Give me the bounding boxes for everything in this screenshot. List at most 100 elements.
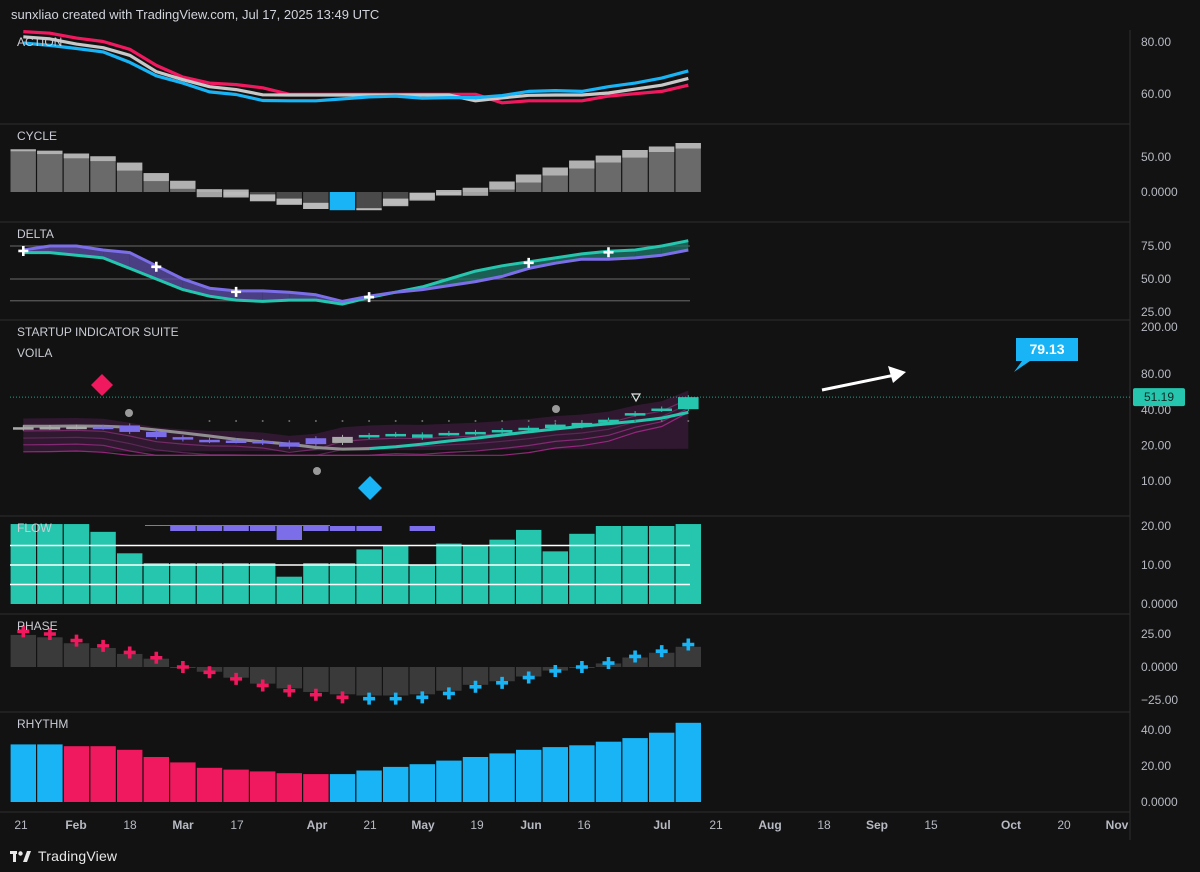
flow-bar [516,529,542,604]
last-value-label: 51.19 [1144,390,1174,404]
phase-bar [489,667,515,682]
phase-pane-title: PHASE [17,619,58,633]
suite-dot-marker [394,420,397,422]
price-callout-shape [1014,338,1078,372]
suite-candle [412,434,433,438]
cycle-bar [356,192,382,211]
flow-bar [37,524,63,604]
phase-cross-marker [363,692,376,705]
flow-strip-bar [250,526,276,531]
suite-dot-marker [607,420,610,422]
flow-strip-bar [303,526,329,531]
rhythm-bar [10,744,36,802]
y-axis-tick-label: 60.00 [1141,87,1171,101]
flow-bar [383,545,409,604]
suite-candle [119,425,140,432]
x-axis-date-label: Apr [307,818,328,832]
suite-pivot-dot [552,405,560,413]
action-series-line [23,30,689,105]
phase-bar [10,634,36,667]
x-axis-date-label: Jul [653,818,670,832]
cycle-bar-cap [675,143,701,149]
y-axis-tick-label: 80.00 [1141,35,1171,49]
phase-cross-marker [256,679,269,692]
suite-ma-cloud [23,390,689,453]
flow-bar [223,563,249,604]
y-axis-tick-label: 10.00 [1141,474,1171,488]
flow-bar [196,563,223,604]
flow-strip-bar [329,526,356,531]
phase-cross-marker [549,664,562,677]
tradingview-logo-icon[interactable] [10,849,32,863]
cycle-bar-cap [569,160,595,169]
x-axis-date-label: Jun [520,818,541,832]
cycle-bar [329,192,356,211]
phase-bar [303,667,329,692]
delta-band-fill [156,265,183,290]
flow-bar [675,524,701,604]
suite-candle [624,413,646,416]
suite-candle [279,442,300,447]
flow-bar [356,549,382,604]
rhythm-bar [675,722,701,802]
phase-cross-marker [389,692,402,705]
x-axis-date-label: 20 [1057,818,1071,832]
phase-cross-marker [469,680,482,693]
suite-ma-line [23,411,689,456]
y-axis-tick-label: 25.00 [1141,305,1171,319]
flow-bar [569,533,595,604]
last-value-badge [1133,388,1185,407]
cycle-pane-title: CYCLE [17,129,57,143]
flow-bar [143,563,169,604]
flow-strip-bar [276,526,302,540]
rhythm-bar [329,774,356,802]
phase-bar [90,647,116,667]
delta-band-fill [661,240,689,256]
phase-cross-marker [682,638,695,651]
phase-bar [276,667,302,689]
x-axis-date-label: 18 [817,818,831,832]
delta-signal-marker [231,286,242,297]
suite-candle [252,440,273,444]
suite-dot-marker [527,420,530,422]
phase-bar [117,653,143,667]
rhythm-bar [462,757,489,802]
delta-signal-marker [364,292,375,303]
cycle-bar-cap [223,189,249,198]
phase-cross-marker [123,646,136,659]
y-axis-tick-label: 20.00 [1141,438,1171,452]
cycle-bar [37,150,63,192]
phase-cross-marker [70,634,83,647]
sell-signal-diamond-icon [91,374,113,396]
suite-candle [358,434,380,438]
cycle-bar [648,146,675,192]
cycle-bar-cap [63,153,90,159]
delta-band-fill [262,290,290,302]
y-axis-tick-label: 75.00 [1141,239,1171,253]
phase-bar [250,667,276,684]
phase-bar [462,667,489,685]
phase-cross-marker [575,661,588,673]
x-axis-date-label: 21 [14,818,28,832]
flow-bar [10,524,36,604]
y-axis-tick-label: 20.00 [1141,759,1171,773]
y-axis-tick-label: 0.0000 [1141,597,1178,611]
rhythm-bar [117,749,143,802]
cycle-bar [63,153,90,192]
suite-pivot-dot [125,409,133,417]
delta-signal-marker [151,261,162,272]
delta-band-fill [129,252,157,279]
y-axis-tick-label: 0.0000 [1141,185,1178,199]
cycle-bar-cap [170,180,196,189]
phase-cross-marker [336,691,349,704]
suite-candle [39,427,61,430]
flow-bar [170,563,196,604]
flow-strip-bar [356,526,382,531]
x-axis-date-label: May [411,818,435,832]
annotation-arrow [821,373,896,392]
flow-bar [90,531,116,604]
cycle-bar-cap [382,198,409,207]
suite-candle [146,431,167,438]
cycle-bar-cap [143,173,169,182]
